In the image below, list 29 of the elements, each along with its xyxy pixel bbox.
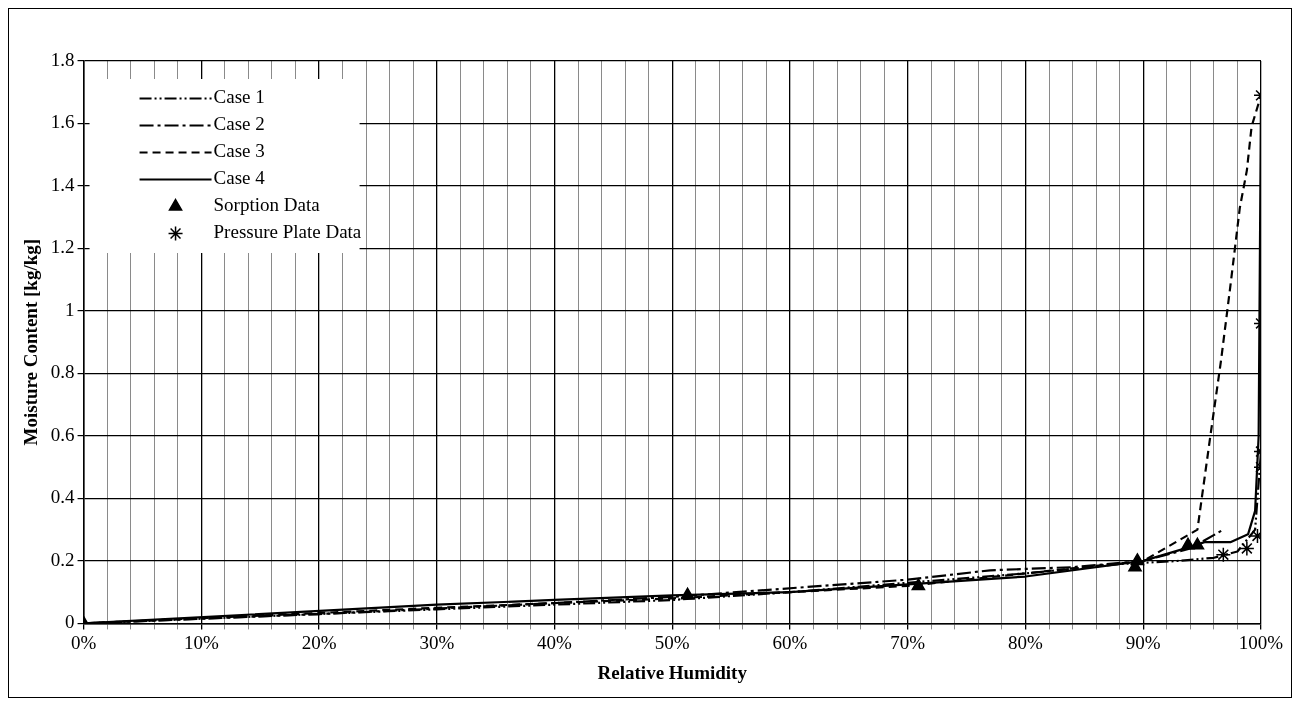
x-tick-label: 90% (1125, 631, 1161, 653)
y-tick-label: 1.4 (50, 173, 76, 195)
x-tick-label: 60% (772, 631, 808, 653)
x-tick-label: 0% (70, 631, 97, 653)
y-tick-label: 0 (65, 611, 75, 633)
x-tick-label: 80% (1008, 631, 1044, 653)
y-tick-label: 0.6 (50, 423, 75, 445)
x-tick-label: 20% (301, 631, 337, 653)
legend-label: Case 4 (213, 167, 266, 189)
legend-label: Sorption Data (213, 194, 321, 216)
y-tick-label: 1.8 (50, 48, 75, 70)
legend-label: Pressure Plate Data (213, 221, 362, 243)
y-axis-title: Moisture Content [kg/kg] (20, 238, 42, 446)
x-tick-label: 100% (1238, 631, 1284, 653)
legend-label: Case 3 (213, 140, 265, 162)
y-tick-label: 1 (65, 298, 75, 320)
x-tick-label: 40% (537, 631, 573, 653)
x-tick-label: 50% (654, 631, 690, 653)
y-tick-label: 0.2 (50, 548, 75, 570)
x-axis-title: Relative Humidity (597, 661, 748, 683)
x-tick-label: 70% (890, 631, 926, 653)
y-tick-label: 1.6 (50, 111, 75, 133)
y-tick-label: 0.4 (50, 486, 76, 508)
legend-label: Case 1 (213, 86, 265, 108)
y-tick-label: 1.2 (50, 236, 75, 258)
x-tick-label: 10% (183, 631, 219, 653)
x-tick-label: 30% (419, 631, 455, 653)
y-tick-label: 0.8 (50, 361, 75, 383)
legend-label: Case 2 (213, 113, 265, 135)
